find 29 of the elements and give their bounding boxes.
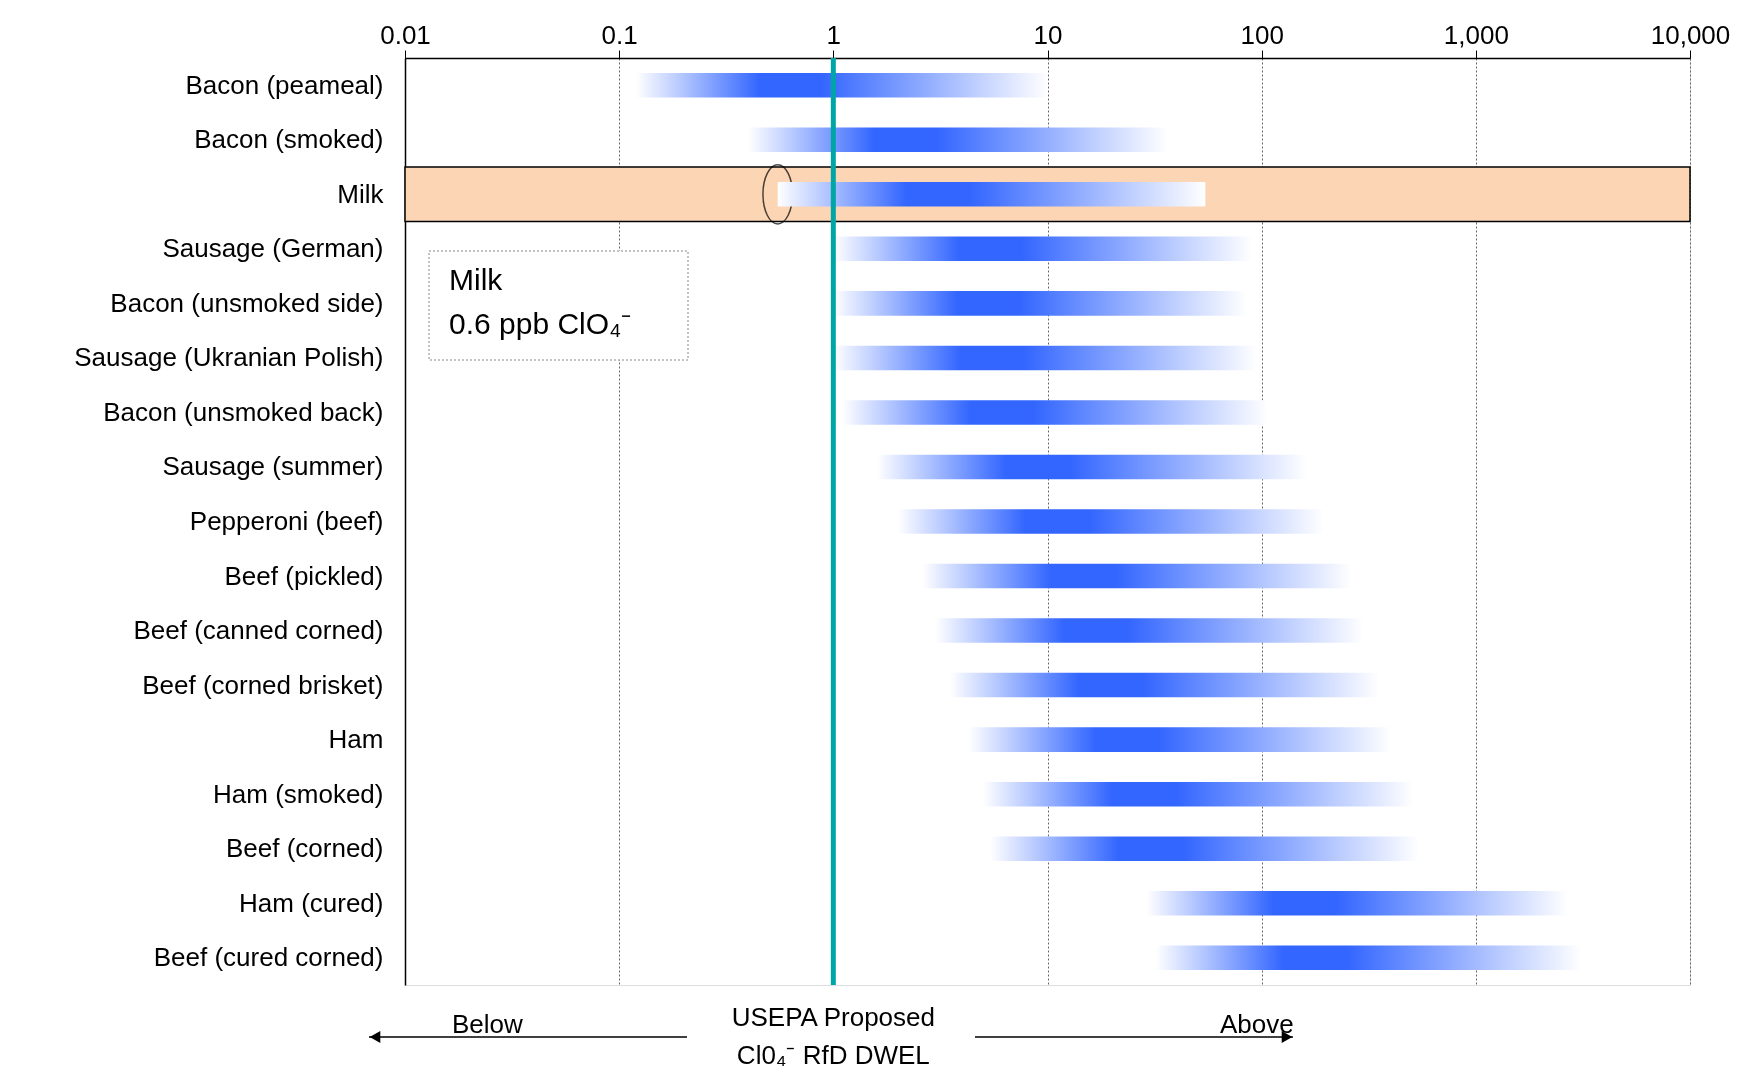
y-tick-label: Bacon (unsmoked side) — [110, 287, 384, 318]
text: Above — [1220, 1009, 1294, 1039]
y-tick-label: Beef (canned corned) — [133, 615, 384, 646]
y-tick-label: Milk — [337, 178, 385, 209]
bar — [777, 182, 1206, 207]
x-tick-label: 0.01 — [380, 19, 431, 50]
x-tick-label: 10 — [1033, 19, 1063, 50]
ref-line-label: USEPA Proposed Cl0₄⁻ RfD DWEL — [731, 1002, 935, 1070]
x-tick-label: 10,000 — [1650, 19, 1731, 50]
x-tick-label: 100 — [1240, 19, 1284, 50]
y-tick-label: Sausage (German) — [162, 233, 384, 264]
y-tick-label: Sausage (summer) — [162, 451, 384, 482]
y-tick-label: Beef (cured corned) — [153, 942, 384, 973]
x-tick-label: 1 — [826, 19, 842, 50]
y-tick-label: Beef (pickled) — [224, 560, 384, 591]
x-tick-label: 0.1 — [601, 19, 638, 50]
x-tick-label: 1,000 — [1443, 19, 1509, 50]
y-tick-label: Bacon (unsmoked back) — [103, 396, 384, 427]
y-tick-label: Bacon (smoked) — [194, 124, 384, 155]
annotation: Milk 0.6 ppb ClO₄⁻ — [449, 263, 632, 340]
y-tick-label: Ham (cured) — [239, 887, 384, 918]
text: Below — [452, 1009, 524, 1039]
y-tick-label: Sausage (Ukranian Polish) — [74, 342, 384, 373]
y-tick-label: Ham (smoked) — [213, 778, 384, 809]
y-tick-label: Beef (corned) — [225, 833, 384, 864]
y-tick-label: Pepperoni (beef) — [189, 506, 384, 536]
y-tick-label: Bacon (peameal) — [185, 69, 384, 100]
y-tick-label: Ham — [328, 724, 384, 755]
y-tick-label: Beef (corned brisket) — [142, 669, 384, 700]
